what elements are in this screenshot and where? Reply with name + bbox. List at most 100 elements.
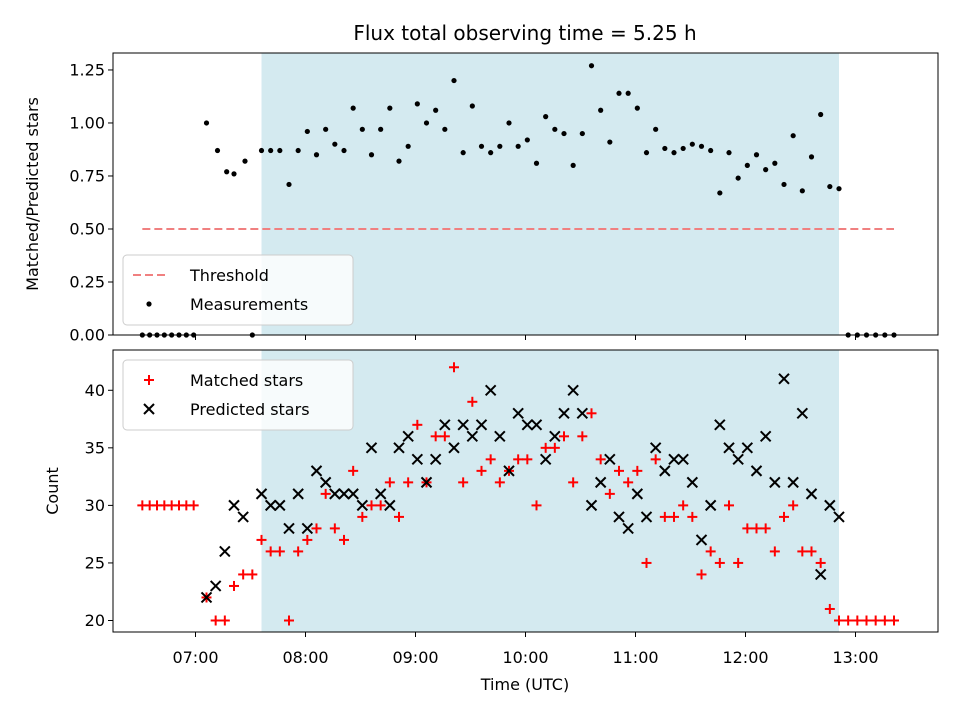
x-tick-label: 07:00 [172, 648, 218, 667]
bottom-point-x [814, 568, 827, 581]
x-tick-label: 12:00 [722, 648, 768, 667]
bottom-point-plus [696, 569, 707, 580]
bottom-point-x [310, 465, 323, 477]
bottom-point-x [338, 488, 350, 500]
bottom-point-x [521, 419, 534, 431]
bottom-point-plus [577, 431, 588, 442]
top-point-dot [625, 90, 631, 96]
top-point-dot [744, 162, 750, 168]
bottom-point-x [668, 453, 680, 466]
top-point-dot [653, 126, 659, 132]
top-point-dot [634, 105, 640, 111]
bottom-point-x [457, 419, 469, 431]
bottom-point-plus [430, 431, 441, 442]
bottom-point-x [769, 476, 781, 489]
top-point-dot [478, 143, 485, 149]
bottom-point-plus [357, 511, 368, 522]
bottom-point-plus [614, 465, 624, 476]
top-y-tick-label: 0.75 [69, 166, 105, 185]
top-point-dot [224, 169, 230, 175]
bottom-point-x [576, 407, 589, 420]
top-point-dot [543, 114, 549, 120]
top-y-tick-label: 0.25 [69, 272, 105, 291]
top-point-dot [414, 101, 420, 107]
bottom-point-plus [852, 615, 863, 626]
bottom-plot-frame [112, 349, 939, 633]
top-point-dot [277, 147, 283, 154]
legend-label: Measurements [190, 295, 308, 314]
bottom-point-x [677, 453, 689, 466]
bottom-point-plus [449, 362, 459, 373]
bottom-point-x [319, 476, 332, 489]
bottom-point-x [329, 488, 341, 500]
legend-label: Matched stars [190, 371, 303, 390]
bottom-point-plus [870, 615, 881, 626]
bottom-point-x [200, 591, 213, 604]
bottom-point-x [640, 511, 653, 523]
bottom-point-x [347, 488, 359, 500]
bottom-legend: Matched stars Predicted stars [122, 359, 354, 431]
bottom-point-plus [604, 488, 615, 499]
top-y-tick-label: 0.00 [69, 326, 105, 345]
bottom-point-plus [531, 500, 542, 511]
bottom-point-plus [889, 615, 899, 626]
bottom-point-x [567, 384, 579, 396]
bottom-point-x [237, 511, 249, 523]
top-point-dot [643, 150, 650, 156]
bottom-point-plus [476, 465, 487, 476]
bottom-point-plus [247, 569, 258, 580]
bottom-point-x [714, 419, 726, 431]
bottom-point-x [631, 488, 644, 500]
top-point-dot [341, 147, 347, 154]
top-point-dot [570, 162, 576, 168]
top-point-dot [689, 141, 695, 147]
bottom-point-plus [678, 500, 689, 511]
bottom-point-plus [843, 615, 854, 626]
bottom-observing-window [261, 350, 839, 632]
legend-swatch-dot [146, 301, 152, 307]
top-point-dot [359, 126, 365, 132]
bottom-point-x [594, 476, 607, 489]
top-point-dot [506, 120, 512, 126]
chart-title: Flux total observing time = 5.25 h [353, 21, 696, 45]
bottom-point-x [530, 419, 543, 431]
bottom-point-plus [366, 500, 377, 511]
bottom-point-plus [834, 615, 844, 626]
bottom-point-plus [485, 454, 496, 465]
top-legend-box [122, 254, 354, 326]
bottom-point-plus [384, 477, 395, 488]
bottom-point-x [824, 499, 836, 512]
bottom-point-plus [549, 442, 560, 453]
bottom-point-plus [467, 396, 478, 407]
bottom-point-plus [751, 523, 762, 534]
top-point-dot [799, 188, 805, 194]
bottom-point-plus [687, 511, 698, 522]
top-point-dot [368, 152, 375, 158]
bottom-point-plus [522, 454, 533, 465]
bottom-point-plus [879, 615, 890, 626]
bottom-point-plus [348, 465, 359, 476]
top-point-dot [753, 152, 760, 158]
bottom-point-plus [623, 477, 634, 488]
x-axis-label: Time (UTC) [480, 675, 569, 694]
top-point-dot [405, 143, 411, 149]
top-point-dot [726, 150, 732, 156]
bottom-point-plus [568, 477, 579, 488]
top-point-dot [515, 143, 521, 149]
bottom-point-plus [339, 534, 349, 545]
bottom-point-x [741, 442, 754, 454]
bottom-point-plus [861, 615, 872, 626]
top-point-dot [735, 175, 741, 181]
x-tick-label: 11:00 [612, 648, 658, 667]
bottom-point-plus [274, 546, 285, 557]
bottom-point-plus [311, 523, 322, 534]
top-point-dot [396, 158, 402, 164]
top-y-tick-label: 1.25 [69, 60, 105, 79]
top-point-dot [258, 147, 265, 154]
bottom-point-x [411, 453, 424, 466]
top-point-dot [598, 107, 604, 113]
top-point-dot [781, 181, 787, 188]
bottom-point-x [558, 407, 570, 420]
bottom-point-x [374, 488, 387, 500]
